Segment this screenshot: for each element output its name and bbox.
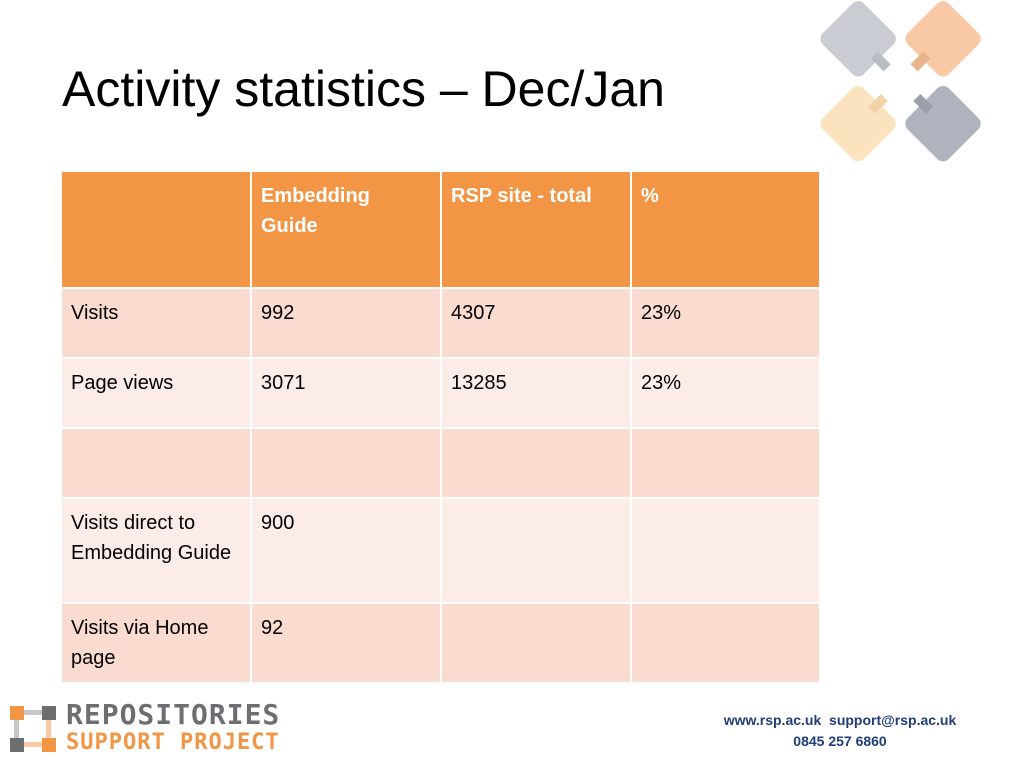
row-label: Page views xyxy=(60,357,252,429)
table-row: Visits 992 4307 23% xyxy=(60,287,821,359)
row-label: Visits xyxy=(60,287,252,359)
statistics-table: Embedding Guide RSP site - total % Visit… xyxy=(60,170,821,684)
rsp-site-total-value: 4307 xyxy=(440,287,632,359)
percent-value xyxy=(630,602,821,684)
rsp-site-total-value xyxy=(440,427,632,499)
header-percent: % xyxy=(630,170,821,289)
rsp-logo-icon xyxy=(10,706,56,752)
logo-line-repositories: REPOSITORIES xyxy=(66,698,281,731)
rsp-site-total-value xyxy=(440,497,632,604)
slide-title: Activity statistics – Dec/Jan xyxy=(62,61,665,117)
percent-value: 23% xyxy=(630,287,821,359)
rsp-logo-wordmark: REPOSITORIES SUPPORT PROJECT xyxy=(66,700,280,756)
header-cell-empty xyxy=(60,170,252,289)
rsp-site-total-value xyxy=(440,602,632,684)
embedding-guide-value: 900 xyxy=(250,497,442,604)
email-link[interactable]: support@rsp.ac.uk xyxy=(829,712,957,728)
row-label: Visits via Home page xyxy=(60,602,252,684)
table-header-row: Embedding Guide RSP site - total % xyxy=(60,170,821,289)
table-row xyxy=(60,427,821,499)
row-label xyxy=(60,427,252,499)
row-label: Visits direct to Embedding Guide xyxy=(60,497,252,604)
decorative-squares-graphic xyxy=(820,1,981,162)
rsp-site-total-value: 13285 xyxy=(440,357,632,429)
table-row: Visits via Home page 92 xyxy=(60,602,821,684)
percent-value: 23% xyxy=(630,357,821,429)
table-row: Visits direct to Embedding Guide 900 xyxy=(60,497,821,604)
table-row: Page views 3071 13285 23% xyxy=(60,357,821,429)
percent-value xyxy=(630,427,821,499)
embedding-guide-value: 92 xyxy=(250,602,442,684)
phone-number: 0845 257 6860 xyxy=(793,733,887,749)
logo-line-support-project: SUPPORT PROJECT xyxy=(66,730,280,755)
embedding-guide-value xyxy=(250,427,442,499)
embedding-guide-value: 3071 xyxy=(250,357,442,429)
contact-info: www.rsp.ac.uk support@rsp.ac.uk 0845 257… xyxy=(680,710,1000,752)
percent-value xyxy=(630,497,821,604)
embedding-guide-value: 992 xyxy=(250,287,442,359)
header-embedding-guide: Embedding Guide xyxy=(250,170,442,289)
header-rsp-site-total: RSP site - total xyxy=(440,170,632,289)
website-link[interactable]: www.rsp.ac.uk xyxy=(723,712,822,728)
